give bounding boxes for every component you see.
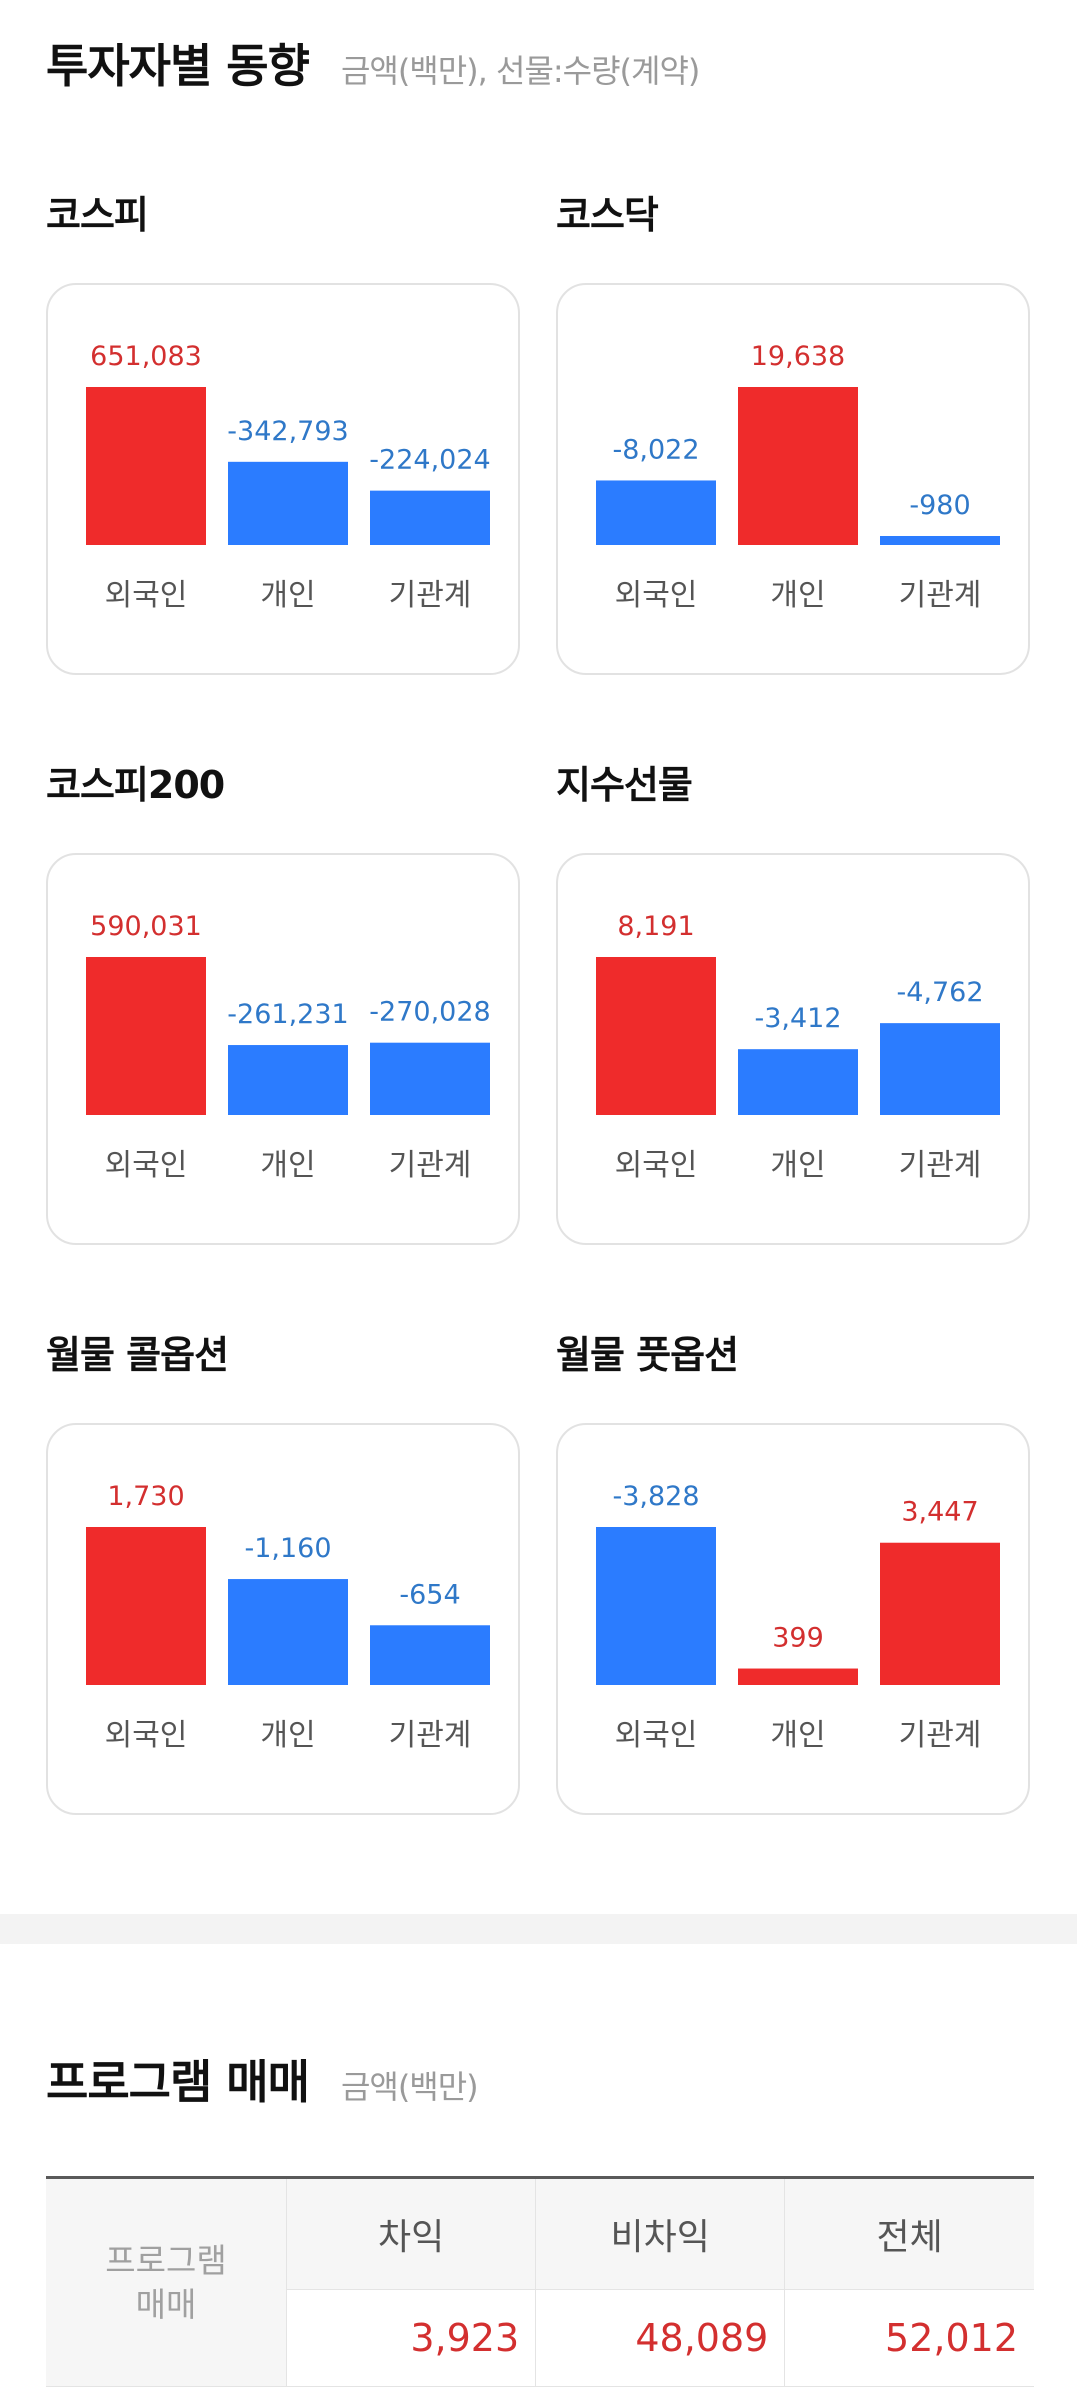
col-header-total: 전체 [784, 2177, 1034, 2290]
bar-기관계 [880, 536, 1000, 545]
investor-section-subtitle: 금액(백만), 선물:수량(계약) [340, 52, 700, 90]
chart-card-monthly-call[interactable]: 1,730 외국인 -1,160 개인 -654 기관계 [46, 1423, 520, 1815]
value-arbitrage: 3,923 [286, 2289, 537, 2387]
bar-개인 [738, 1668, 858, 1685]
category-label-기관계: 기관계 [389, 1148, 472, 1183]
data-label-개인: -342,793 [227, 416, 348, 447]
panel-title-kosdaq: 코스닥 [556, 193, 659, 237]
program-section-header: 프로그램 매매 금액(백만) [46, 2046, 479, 2112]
bar-외국인 [596, 480, 716, 545]
program-row-header: 프로그램 매매 [46, 2177, 287, 2387]
data-label-기관계: -270,028 [369, 997, 490, 1028]
bar-외국인 [86, 1527, 206, 1685]
panel-title-monthly-put: 월물 풋옵션 [556, 1333, 739, 1377]
panel-title-kospi: 코스피 [46, 193, 149, 237]
panel-title-monthly-call: 월물 콜옵션 [46, 1333, 229, 1377]
value-total: 52,012 [784, 2289, 1034, 2387]
chart-card-kosdaq[interactable]: -8,022 외국인 19,638 개인 -980 기관계 [556, 283, 1030, 675]
data-label-외국인: 590,031 [90, 911, 202, 942]
category-label-기관계: 기관계 [899, 1718, 982, 1753]
data-label-기관계: -224,024 [369, 445, 490, 476]
bar-기관계 [880, 1023, 1000, 1115]
data-label-외국인: -3,828 [612, 1481, 699, 1512]
data-label-기관계: -654 [399, 1579, 460, 1610]
bar-기관계 [370, 490, 490, 545]
category-label-외국인: 외국인 [105, 1718, 188, 1753]
category-label-기관계: 기관계 [899, 1148, 982, 1183]
category-label-기관계: 기관계 [389, 578, 472, 613]
bar-개인 [228, 1045, 348, 1115]
bar-chart: -3,828 외국인 399 개인 3,447 기관계 [596, 1481, 1000, 1753]
bar-외국인 [596, 1527, 716, 1685]
category-label-외국인: 외국인 [615, 578, 698, 613]
program-section-title: 프로그램 매매 [46, 2055, 310, 2109]
data-label-기관계: 3,447 [901, 1497, 978, 1528]
bar-기관계 [880, 1542, 1000, 1685]
bar-chart: 590,031 외국인 -261,231 개인 -270,028 기관계 [86, 911, 491, 1183]
data-label-기관계: -4,762 [896, 977, 983, 1008]
category-label-외국인: 외국인 [105, 578, 188, 613]
bar-개인 [228, 1579, 348, 1685]
section-divider [0, 1914, 1077, 1944]
bar-chart: 651,083 외국인 -342,793 개인 -224,024 기관계 [86, 341, 491, 613]
panel-title-kospi200: 코스피200 [46, 763, 225, 807]
category-label-기관계: 기관계 [899, 578, 982, 613]
bar-chart: 8,191 외국인 -3,412 개인 -4,762 기관계 [596, 911, 1000, 1183]
investor-section-title: 투자자별 동향 [46, 39, 310, 93]
investor-section-header: 투자자별 동향 금액(백만), 선물:수량(계약) [46, 30, 700, 96]
bar-기관계 [370, 1625, 490, 1685]
data-label-외국인: 1,730 [107, 1481, 184, 1512]
value-non-arbitrage: 48,089 [535, 2289, 786, 2387]
data-label-개인: -3,412 [754, 1003, 841, 1034]
bar-외국인 [596, 957, 716, 1115]
data-label-외국인: 651,083 [90, 341, 202, 372]
category-label-개인: 개인 [260, 1718, 315, 1753]
data-label-기관계: -980 [909, 490, 970, 521]
category-label-개인: 개인 [770, 1718, 825, 1753]
category-label-외국인: 외국인 [615, 1718, 698, 1753]
bar-외국인 [86, 957, 206, 1115]
bar-chart: 1,730 외국인 -1,160 개인 -654 기관계 [86, 1481, 490, 1753]
data-label-개인: 399 [772, 1623, 824, 1654]
chart-card-kospi[interactable]: 651,083 외국인 -342,793 개인 -224,024 기관계 [46, 283, 520, 675]
category-label-외국인: 외국인 [105, 1148, 188, 1183]
bar-개인 [738, 387, 858, 545]
data-label-외국인: -8,022 [612, 434, 699, 465]
data-label-개인: -261,231 [227, 999, 348, 1030]
bar-chart: -8,022 외국인 19,638 개인 -980 기관계 [596, 341, 1000, 613]
col-header-non-arbitrage: 비차익 [535, 2177, 786, 2290]
panel-title-index-futures: 지수선물 [556, 763, 693, 807]
program-section-subtitle: 금액(백만) [340, 2068, 479, 2106]
category-label-개인: 개인 [770, 578, 825, 613]
program-trading-table: 프로그램 매매 차익 비차익 전체 3,923 48,089 52,012 [46, 2176, 1034, 2387]
chart-card-kospi200[interactable]: 590,031 외국인 -261,231 개인 -270,028 기관계 [46, 853, 520, 1245]
category-label-개인: 개인 [770, 1148, 825, 1183]
category-label-개인: 개인 [260, 1148, 315, 1183]
bar-개인 [228, 461, 348, 545]
category-label-외국인: 외국인 [615, 1148, 698, 1183]
data-label-개인: 19,638 [751, 341, 845, 372]
data-label-개인: -1,160 [244, 1533, 331, 1564]
bar-외국인 [86, 387, 206, 545]
bar-기관계 [370, 1042, 490, 1115]
category-label-기관계: 기관계 [389, 1718, 472, 1753]
chart-card-index-futures[interactable]: 8,191 외국인 -3,412 개인 -4,762 기관계 [556, 853, 1030, 1245]
chart-card-monthly-put[interactable]: -3,828 외국인 399 개인 3,447 기관계 [556, 1423, 1030, 1815]
data-label-외국인: 8,191 [617, 911, 694, 942]
bar-개인 [738, 1049, 858, 1115]
category-label-개인: 개인 [260, 578, 315, 613]
col-header-arbitrage: 차익 [286, 2177, 537, 2290]
